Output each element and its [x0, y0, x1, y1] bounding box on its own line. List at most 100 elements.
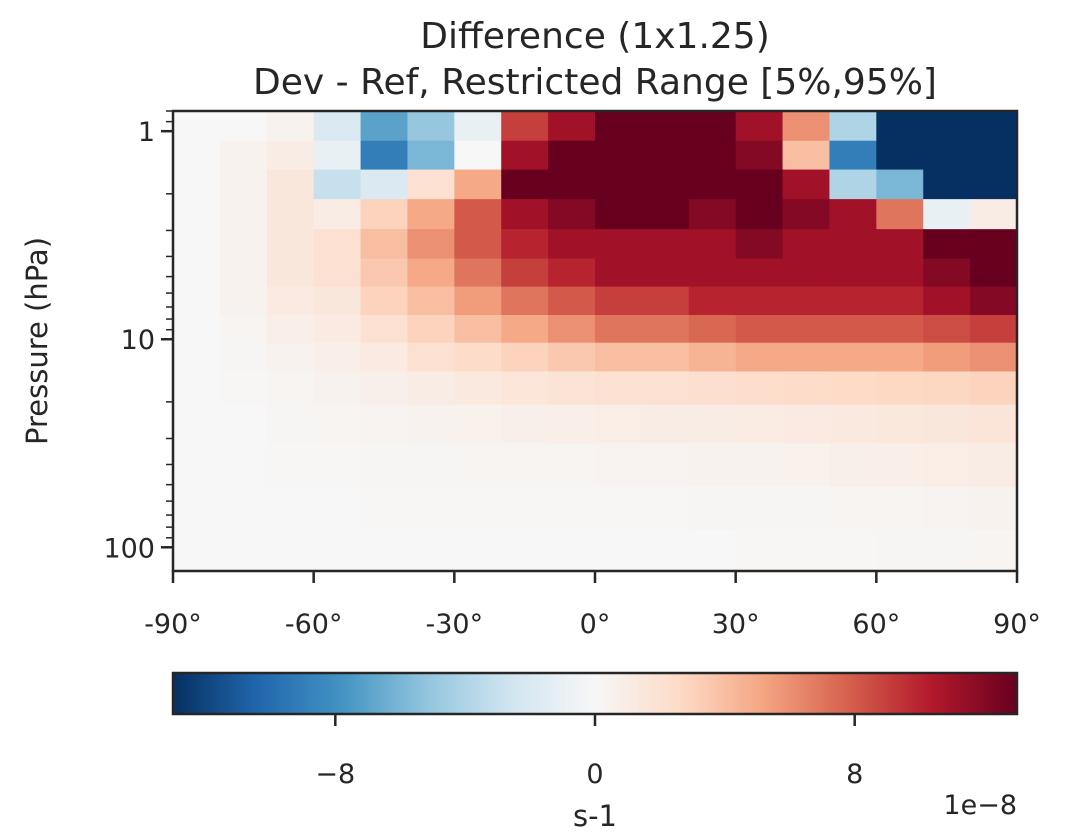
- heatmap-cell: [782, 258, 831, 288]
- heatmap-cells: [173, 111, 1018, 572]
- y-axis-label: Pressure (hPa): [20, 237, 54, 445]
- heatmap-cell: [219, 530, 268, 572]
- y-tick-label: 100: [103, 533, 155, 564]
- heatmap-cell: [595, 169, 643, 200]
- heatmap-cell: [501, 371, 549, 406]
- heatmap-cell: [782, 140, 831, 171]
- heatmap-cell: [360, 315, 409, 344]
- colorbar-label: s-1: [573, 799, 617, 833]
- heatmap-cell: [923, 371, 971, 406]
- heatmap-cell: [735, 169, 784, 200]
- heatmap-cell: [595, 315, 643, 344]
- heatmap-cell: [219, 342, 268, 373]
- heatmap-cell: [173, 286, 221, 316]
- heatmap-cell: [501, 286, 549, 316]
- heatmap-cell: [923, 443, 971, 488]
- heatmap-cell: [876, 140, 924, 171]
- heatmap-cell: [735, 443, 784, 488]
- heatmap-cell: [876, 371, 924, 406]
- heatmap-cell: [360, 169, 409, 200]
- heatmap-cell: [876, 258, 924, 288]
- heatmap-cell: [313, 443, 362, 488]
- heatmap-cell: [454, 258, 502, 288]
- heatmap-cell: [595, 404, 643, 444]
- heatmap-cell: [970, 404, 1018, 444]
- heatmap-cell: [219, 286, 268, 316]
- heatmap-cell: [735, 229, 784, 260]
- heatmap-cell: [782, 404, 831, 444]
- heatmap-cell: [970, 140, 1018, 171]
- heatmap-cell: [782, 443, 831, 488]
- heatmap-cell: [407, 111, 455, 142]
- heatmap-cell: [735, 342, 784, 373]
- heatmap-cell: [173, 404, 221, 444]
- heatmap-cell: [595, 111, 643, 142]
- heatmap-cell: [782, 229, 831, 260]
- heatmap-cell: [548, 258, 596, 288]
- heatmap-cell: [173, 371, 221, 406]
- heatmap-cell: [313, 140, 362, 171]
- heatmap-cell: [876, 315, 924, 344]
- heatmap-cell: [829, 530, 877, 572]
- heatmap-cell: [829, 140, 877, 171]
- heatmap-cell: [735, 530, 784, 572]
- heatmap-cell: [688, 342, 737, 373]
- heatmap-cell: [595, 140, 643, 171]
- heatmap-cell: [407, 315, 455, 344]
- heatmap-cell: [454, 371, 502, 406]
- heatmap-cell: [641, 315, 690, 344]
- x-tick-label: -90°: [144, 609, 202, 640]
- heatmap-cell: [923, 315, 971, 344]
- heatmap-cell: [923, 169, 971, 200]
- heatmap-cell: [219, 140, 268, 171]
- heatmap-cell: [407, 169, 455, 200]
- y-tick-label: 10: [121, 325, 155, 356]
- heatmap-cell: [407, 443, 455, 488]
- colorbar: [171, 671, 1019, 716]
- heatmap-cell: [876, 199, 924, 230]
- heatmap-cell: [501, 140, 549, 171]
- x-tick-label: 0°: [580, 609, 611, 640]
- heatmap-cell: [970, 371, 1018, 406]
- heatmap-cell: [688, 140, 737, 171]
- heatmap-cell: [501, 443, 549, 488]
- heatmap-cell: [173, 169, 221, 200]
- colorbar-tick-label: −8: [315, 759, 355, 790]
- heatmap-cell: [173, 111, 221, 142]
- heatmap-cell: [735, 258, 784, 288]
- heatmap-cell: [454, 404, 502, 444]
- heatmap-cell: [266, 315, 315, 344]
- heatmap-cell: [595, 530, 643, 572]
- heatmap-cell: [829, 258, 877, 288]
- heatmap-cell: [313, 530, 362, 572]
- heatmap-cell: [548, 404, 596, 444]
- y-tick-label: 1: [138, 117, 155, 148]
- heatmap-cell: [829, 404, 877, 444]
- heatmap-cell: [407, 342, 455, 373]
- heatmap-cell: [454, 169, 502, 200]
- heatmap-cell: [970, 486, 1018, 531]
- heatmap-cell: [735, 315, 784, 344]
- heatmap-cell: [407, 404, 455, 444]
- heatmap-cell: [313, 111, 362, 142]
- heatmap-cell: [454, 315, 502, 344]
- heatmap-cell: [688, 486, 737, 531]
- x-tick-label: 30°: [712, 609, 760, 640]
- heatmap-cell: [641, 530, 690, 572]
- heatmap-cell: [313, 486, 362, 531]
- heatmap-cell: [454, 111, 502, 142]
- heatmap-cell: [641, 199, 690, 230]
- heatmap-cell: [360, 286, 409, 316]
- heatmap-cell: [688, 258, 737, 288]
- heatmap-cell: [173, 443, 221, 488]
- heatmap-cell: [970, 111, 1018, 142]
- heatmap-cell: [266, 199, 315, 230]
- heatmap-cell: [501, 530, 549, 572]
- heatmap-cell: [595, 258, 643, 288]
- heatmap-cell: [641, 169, 690, 200]
- heatmap-cell: [595, 342, 643, 373]
- heatmap-cell: [782, 530, 831, 572]
- heatmap-cell: [595, 199, 643, 230]
- heatmap-cell: [548, 199, 596, 230]
- heatmap-cell: [782, 199, 831, 230]
